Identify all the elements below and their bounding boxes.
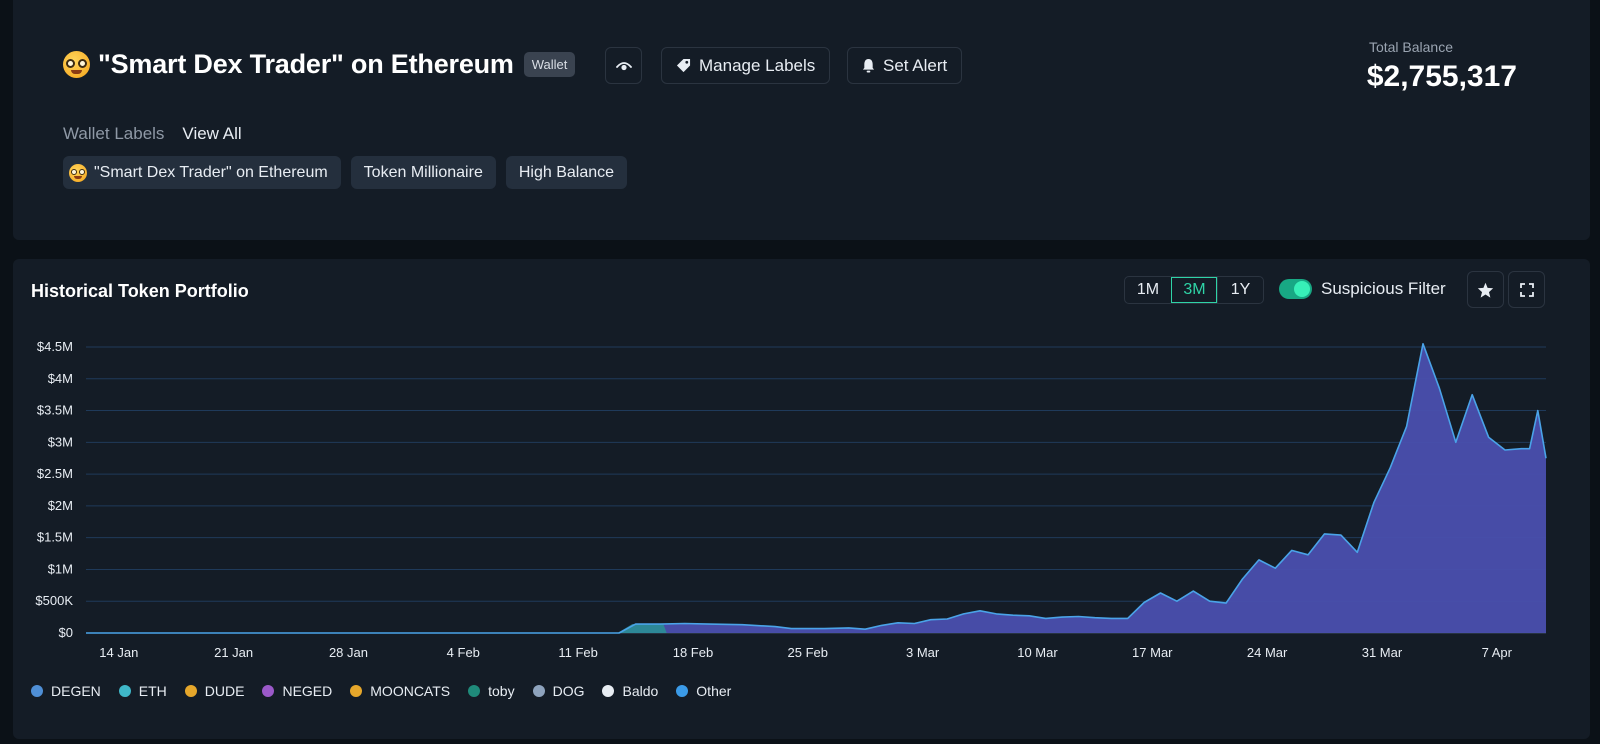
x-tick-label: 3 Mar xyxy=(906,645,940,660)
suspicious-filter-toggle[interactable] xyxy=(1279,279,1312,299)
y-tick-label: $1.5M xyxy=(37,530,73,545)
y-tick-label: $4M xyxy=(48,371,73,386)
x-tick-label: 25 Feb xyxy=(788,645,828,660)
nerd-face-icon xyxy=(63,50,90,78)
legend-dot xyxy=(184,685,197,697)
legend-item[interactable]: Baldo xyxy=(602,683,658,699)
label-chip-token-millionaire[interactable]: Token Millionaire xyxy=(350,156,496,189)
watch-button[interactable] xyxy=(605,47,642,84)
wallet-labels-heading: Wallet Labels xyxy=(63,124,165,143)
x-tick-label: 10 Mar xyxy=(1017,645,1058,660)
fullscreen-button[interactable] xyxy=(1508,271,1545,308)
x-tick-label: 7 Apr xyxy=(1482,645,1513,660)
label-chip-smart-dex-trader[interactable]: "Smart Dex Trader" on Ethereum xyxy=(63,156,341,189)
tag-icon xyxy=(676,58,691,73)
x-tick-label: 11 Feb xyxy=(558,645,598,660)
wallet-title-row: "Smart Dex Trader" on Ethereum Wallet xyxy=(63,44,576,84)
x-tick-label: 4 Feb xyxy=(447,645,480,660)
label-chip-high-balance[interactable]: High Balance xyxy=(505,156,628,189)
set-alert-label: Set Alert xyxy=(883,55,948,75)
y-tick-label: $2M xyxy=(48,498,73,513)
series-line-total xyxy=(86,343,1547,634)
legend-label: Baldo xyxy=(622,683,659,699)
legend-label: ETH xyxy=(138,683,167,699)
y-tick-label: $3M xyxy=(48,434,73,449)
chart-title: Historical Token Portfolio xyxy=(31,281,249,301)
y-tick-label: $4.5M xyxy=(37,339,73,354)
favorite-button[interactable] xyxy=(1467,271,1504,308)
series-area-total xyxy=(86,343,1546,633)
y-tick-label: $0 xyxy=(59,625,73,640)
legend-dot xyxy=(31,685,43,697)
legend-dot xyxy=(676,685,689,697)
x-tick-label: 21 Jan xyxy=(214,645,253,660)
legend-label: Other xyxy=(696,683,732,699)
legend-label: MOONCATS xyxy=(370,683,451,699)
star-icon xyxy=(1477,282,1494,298)
range-selector: 1M 3M 1Y xyxy=(1124,276,1264,304)
legend-item[interactable]: DUDE xyxy=(184,683,245,699)
page-title: "Smart Dex Trader" on Ethereum xyxy=(98,48,514,79)
legend-item[interactable]: Other xyxy=(676,683,731,699)
label-chip-text: "Smart Dex Trader" on Ethereum xyxy=(94,163,328,181)
legend-label: DUDE xyxy=(204,683,245,699)
portfolio-area-chart: $0 $500K $1M $1.5M $2M $2.5M $3M $3.5M $4M $4.5M 1… xyxy=(35,339,1547,660)
nerd-face-icon xyxy=(69,163,87,182)
range-1m-button[interactable]: 1M xyxy=(1136,281,1160,298)
legend-dot xyxy=(532,685,545,697)
legend-item[interactable]: DEGEN xyxy=(31,683,101,699)
legend-label: toby xyxy=(488,683,515,699)
wallet-badge: Wallet xyxy=(523,51,576,77)
legend-label: DOG xyxy=(552,683,585,699)
legend-item[interactable]: ETH xyxy=(118,683,167,699)
legend-item[interactable]: NEGED xyxy=(262,683,332,699)
total-balance-value: $2,755,317 xyxy=(1366,60,1517,93)
y-tick-label: $2.5M xyxy=(37,466,73,481)
range-3m-button[interactable]: 3M xyxy=(1171,277,1217,303)
legend-dot xyxy=(602,685,615,697)
x-tick-label: 31 Mar xyxy=(1362,645,1403,660)
bell-icon xyxy=(862,59,875,73)
x-tick-label: 14 Jan xyxy=(99,645,138,660)
legend-dot xyxy=(118,685,131,697)
y-tick-label: $500K xyxy=(35,593,73,608)
wallet-label-chips: "Smart Dex Trader" on Ethereum Token Mil… xyxy=(63,156,628,189)
legend-dot xyxy=(262,685,275,697)
chart-legend: DEGEN ETH DUDE NEGED MOONCATS toby DOG Baldo Oth… xyxy=(31,683,731,699)
y-tick-label: $1M xyxy=(48,561,73,576)
legend-dot xyxy=(350,685,363,697)
legend-label: DEGEN xyxy=(51,683,101,699)
x-tick-label: 17 Mar xyxy=(1132,645,1173,660)
eye-icon xyxy=(615,61,632,70)
legend-item[interactable]: toby xyxy=(468,683,515,699)
legend-item[interactable]: MOONCATS xyxy=(350,683,450,699)
range-1y-button[interactable]: 1Y xyxy=(1217,277,1263,303)
total-balance-label: Total Balance xyxy=(1368,39,1453,55)
y-tick-label: $3.5M xyxy=(37,403,73,418)
manage-labels-label: Manage Labels xyxy=(699,55,816,75)
set-alert-button[interactable]: Set Alert xyxy=(847,47,963,84)
legend-dot xyxy=(468,685,481,697)
fullscreen-icon xyxy=(1519,282,1534,297)
legend-item[interactable]: DOG xyxy=(532,683,585,699)
series-area-eth xyxy=(617,624,667,633)
wallet-header-card: "Smart Dex Trader" on Ethereum Wallet Ma… xyxy=(13,0,1590,240)
wallet-labels-row: Wallet Labels View All xyxy=(63,124,242,144)
portfolio-chart-card: Historical Token Portfolio 1M 3M 1Y Susp… xyxy=(13,259,1590,739)
x-tick-label: 24 Mar xyxy=(1247,645,1288,660)
x-tick-label: 28 Jan xyxy=(329,645,368,660)
legend-label: NEGED xyxy=(282,683,333,699)
x-tick-label: 18 Feb xyxy=(673,645,713,660)
view-all-link[interactable]: View All xyxy=(182,124,242,143)
suspicious-filter-label: Suspicious Filter xyxy=(1321,279,1446,298)
manage-labels-button[interactable]: Manage Labels xyxy=(661,47,831,84)
